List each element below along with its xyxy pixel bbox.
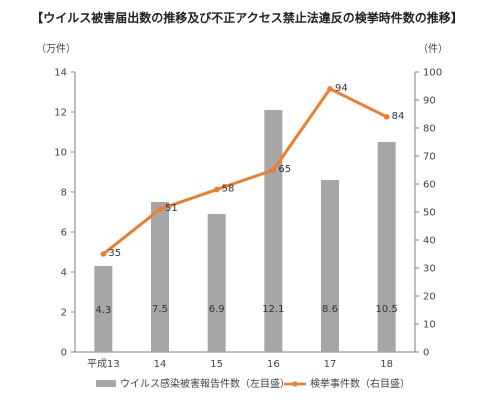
line-point	[383, 114, 390, 120]
bar	[94, 266, 113, 352]
line-point	[157, 206, 163, 212]
plot-area: 0 2 4 6 8 10 12 14 0 10 20 30 40 50 60 70 80 90 100 平成13 14 1…	[54, 68, 442, 371]
left-tick-label: 6	[61, 228, 67, 239]
line-point	[327, 86, 333, 92]
right-axis-unit: （件）	[418, 43, 448, 55]
x-tick-label: 15	[210, 359, 223, 370]
bar-data-label: 8.6	[322, 304, 338, 315]
line-data-label: 58	[222, 184, 235, 195]
right-tick-label: 30	[423, 264, 436, 275]
left-tick-label: 10	[54, 148, 67, 159]
x-tick-label: 18	[380, 359, 393, 370]
line-point	[100, 251, 107, 257]
left-tick-label: 0	[61, 348, 67, 359]
line-point	[270, 167, 277, 173]
right-tick-label: 20	[423, 292, 436, 303]
right-tick-label: 40	[423, 236, 436, 247]
x-tick-label: 16	[267, 359, 280, 370]
right-tick-label: 50	[423, 208, 436, 219]
bar	[377, 142, 396, 352]
left-axis-unit: （万件）	[36, 43, 76, 55]
line-data-label: 51	[165, 203, 178, 214]
line-data-label: 65	[278, 164, 291, 175]
right-tick-label: 100	[423, 68, 442, 79]
right-tick-label: 80	[423, 124, 436, 135]
line-point	[213, 186, 220, 193]
legend-bar-swatch	[96, 380, 116, 387]
line-data-label: 94	[335, 83, 348, 94]
x-tick-label: 14	[154, 359, 167, 370]
bar-data-label: 10.5	[376, 304, 398, 315]
bar-data-label: 7.5	[152, 304, 168, 315]
line-data-label: 84	[392, 111, 405, 122]
legend-bar-label: ウイルス感染被害報告件数（左目盛）	[120, 377, 290, 390]
left-tick-label: 12	[54, 108, 67, 119]
left-tick-label: 2	[61, 308, 67, 319]
bar	[321, 180, 339, 352]
bar	[151, 202, 169, 352]
x-tick-label: 平成13	[87, 358, 120, 370]
right-tick-label: 10	[423, 320, 436, 331]
right-tick-label: 90	[423, 96, 436, 107]
legend-line-label: 検挙事件数（右目盛）	[310, 377, 410, 390]
right-tick-label: 70	[423, 152, 436, 163]
bar-data-label: 6.9	[209, 304, 225, 315]
x-tick-label: 17	[324, 359, 337, 370]
bar	[207, 214, 226, 352]
legend: ウイルス感染被害報告件数（左目盛） 検挙事件数（右目盛）	[96, 377, 410, 390]
bar	[264, 110, 283, 352]
left-tick-label: 14	[54, 68, 67, 79]
left-tick-label: 8	[61, 188, 67, 199]
chart-title: 【ウイルス被害届出数の推移及び不正アクセス禁止法違反の検挙時件数の推移】	[31, 10, 462, 25]
right-tick-label: 60	[423, 180, 436, 191]
left-tick-label: 4	[61, 268, 67, 279]
line-data-label: 35	[108, 248, 121, 259]
line-series	[101, 87, 389, 256]
bar-data-label: 12.1	[262, 304, 284, 315]
legend-line-marker	[292, 381, 298, 387]
right-tick-label: 0	[423, 348, 429, 359]
bar-data-label: 4.3	[95, 305, 111, 316]
